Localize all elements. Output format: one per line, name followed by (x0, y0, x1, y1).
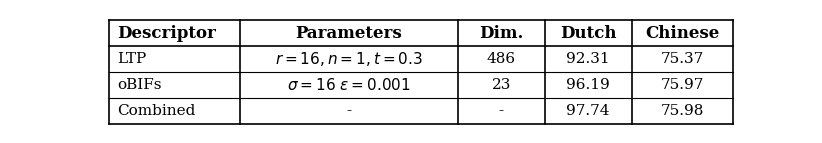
Text: Dim.: Dim. (479, 25, 524, 42)
Text: Dutch: Dutch (560, 25, 616, 42)
Text: -: - (346, 104, 351, 118)
Text: $r = 16, n = 1, t = 0.3$: $r = 16, n = 1, t = 0.3$ (275, 50, 423, 68)
Text: 486: 486 (487, 52, 515, 66)
Text: Combined: Combined (117, 104, 195, 118)
Text: 75.98: 75.98 (661, 104, 704, 118)
Text: 96.19: 96.19 (566, 78, 610, 92)
Text: Descriptor: Descriptor (117, 25, 215, 42)
Text: 75.37: 75.37 (661, 52, 704, 66)
Text: 23: 23 (492, 78, 510, 92)
Text: 97.74: 97.74 (566, 104, 610, 118)
Text: Parameters: Parameters (295, 25, 402, 42)
Text: LTP: LTP (117, 52, 146, 66)
Text: 75.97: 75.97 (661, 78, 704, 92)
Text: 92.31: 92.31 (566, 52, 610, 66)
Text: oBIFs: oBIFs (117, 78, 161, 92)
Text: $\sigma = 16\ \epsilon = 0.001$: $\sigma = 16\ \epsilon = 0.001$ (287, 77, 411, 93)
Text: Chinese: Chinese (645, 25, 720, 42)
Text: -: - (499, 104, 504, 118)
